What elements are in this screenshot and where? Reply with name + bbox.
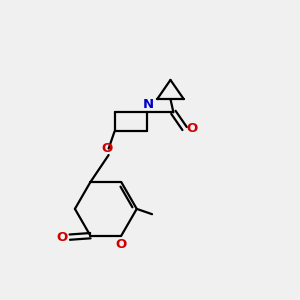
Text: O: O xyxy=(187,122,198,135)
Text: O: O xyxy=(101,142,113,155)
Text: N: N xyxy=(143,98,154,112)
Text: O: O xyxy=(116,238,127,251)
Text: O: O xyxy=(56,231,67,244)
